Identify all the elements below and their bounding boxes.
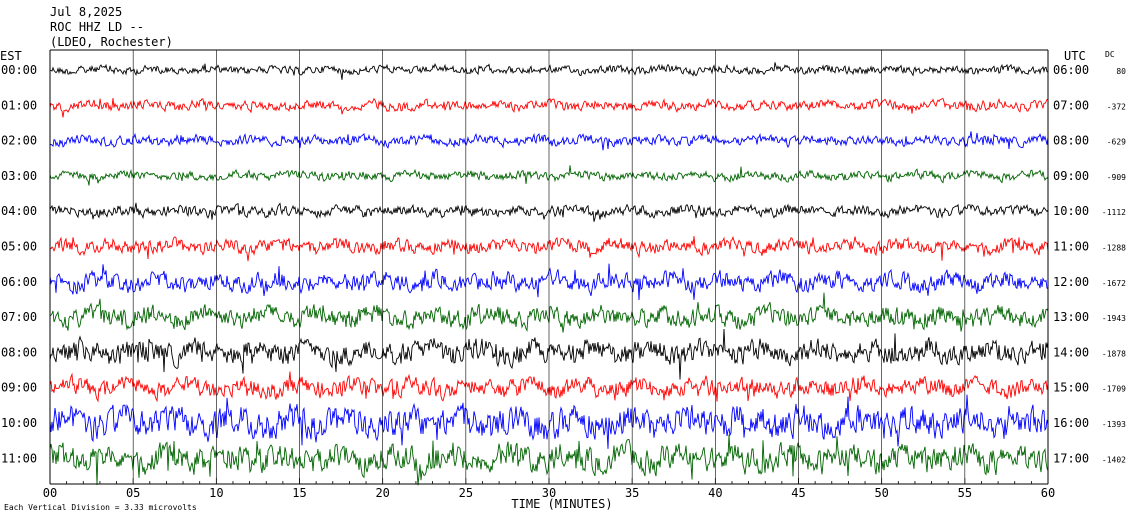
- scale-footnote: Each Vertical Division = 3.33 microvolts: [4, 503, 197, 512]
- est-label: 02:00: [1, 134, 37, 148]
- dc-value: -1393: [1102, 420, 1126, 429]
- x-tick-label-55: 55: [958, 486, 972, 500]
- utc-label: 15:00: [1053, 381, 1089, 395]
- utc-label: 16:00: [1053, 416, 1089, 430]
- utc-label: 08:00: [1053, 134, 1089, 148]
- header-date: Jul 8,2025: [50, 5, 122, 19]
- utc-label: 11:00: [1053, 240, 1089, 254]
- gridline-group: [49, 50, 1049, 484]
- x-axis-title: TIME (MINUTES): [511, 497, 612, 511]
- utc-label: 14:00: [1053, 345, 1089, 359]
- dc-value: -909: [1107, 173, 1126, 182]
- utc-label: 13:00: [1053, 310, 1089, 324]
- utc-label: 06:00: [1053, 63, 1089, 77]
- dc-value: -629: [1107, 138, 1126, 147]
- x-tick-label-05: 05: [126, 486, 140, 500]
- left-axis-label: EST: [0, 49, 22, 63]
- x-tick-label-35: 35: [625, 486, 639, 500]
- header-network: (LDEO, Rochester): [50, 35, 173, 49]
- header-station: ROC HHZ LD --: [50, 20, 144, 34]
- est-label: 00:00: [1, 63, 37, 77]
- x-tick-label-20: 20: [375, 486, 389, 500]
- axis-group: [49, 49, 1049, 485]
- x-tick-label-25: 25: [459, 486, 473, 500]
- utc-label: 09:00: [1053, 169, 1089, 183]
- utc-label: 10:00: [1053, 204, 1089, 218]
- x-tick-label-40: 40: [708, 486, 722, 500]
- x-tick-label-30: 30: [542, 486, 556, 500]
- est-label: 04:00: [1, 204, 37, 218]
- x-tick-label-10: 10: [209, 486, 223, 500]
- dc-value: -1709: [1102, 385, 1126, 394]
- row-label-group: 00:00 06:00 80 01:00 07:00 -372 02:00 08:00 -629…: [1, 63, 1126, 465]
- dc-value: -372: [1107, 102, 1126, 111]
- x-tick-label-00: 00: [43, 486, 57, 500]
- utc-label: 07:00: [1053, 98, 1089, 112]
- utc-label: 12:00: [1053, 275, 1089, 289]
- est-label: 07:00: [1, 310, 37, 324]
- dc-value: -1112: [1102, 208, 1126, 217]
- dc-value: -1672: [1102, 279, 1126, 288]
- x-tick-label-60: 60: [1041, 486, 1055, 500]
- x-tick-label-15: 15: [292, 486, 306, 500]
- tick-label-group: 00 05 10 15 20 25 30 35 40 45 50 55 60: [43, 486, 1055, 500]
- utc-label: 17:00: [1053, 451, 1089, 465]
- est-label: 10:00: [1, 416, 37, 430]
- est-label: 01:00: [1, 98, 37, 112]
- dc-value: -1943: [1102, 314, 1126, 323]
- est-label: 03:00: [1, 169, 37, 183]
- dc-label: DC: [1105, 50, 1115, 59]
- est-label: 11:00: [1, 451, 37, 465]
- x-tick-label-45: 45: [791, 486, 805, 500]
- x-tick-label-50: 50: [874, 486, 888, 500]
- right-axis-label: UTC: [1064, 49, 1086, 63]
- est-label: 05:00: [1, 240, 37, 254]
- dc-value: -1878: [1102, 349, 1126, 358]
- dc-value: -1288: [1102, 244, 1126, 253]
- est-label: 08:00: [1, 345, 37, 359]
- est-label: 09:00: [1, 381, 37, 395]
- est-label: 06:00: [1, 275, 37, 289]
- dc-value: 80: [1116, 67, 1126, 76]
- dc-value: -1402: [1102, 455, 1126, 464]
